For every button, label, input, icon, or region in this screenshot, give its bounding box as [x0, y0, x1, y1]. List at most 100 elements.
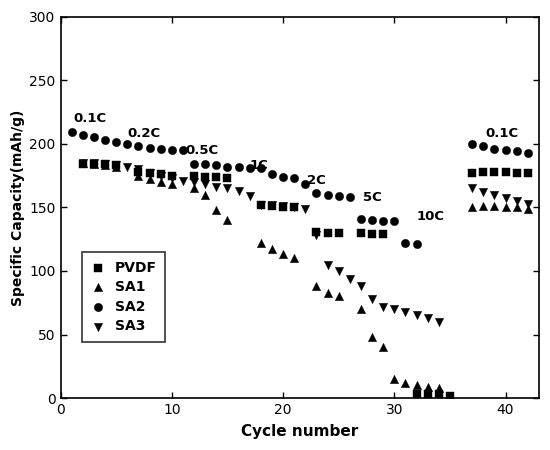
- SA2: [134, 143, 143, 150]
- Text: 10C: 10C: [416, 210, 444, 223]
- PVDF: [501, 168, 510, 176]
- SA1: [490, 202, 499, 210]
- SA1: [390, 375, 399, 382]
- SA3: [101, 161, 109, 168]
- SA1: [524, 205, 532, 212]
- SA1: [112, 163, 120, 170]
- SA3: [179, 177, 188, 184]
- SA3: [490, 191, 499, 198]
- PVDF: [90, 161, 98, 168]
- SA2: [512, 148, 521, 155]
- SA1: [501, 204, 510, 211]
- SA3: [245, 192, 254, 199]
- PVDF: [312, 228, 321, 235]
- Legend: PVDF, SA1, SA2, SA3: PVDF, SA1, SA2, SA3: [82, 252, 166, 342]
- SA3: [379, 303, 388, 310]
- Text: 5C: 5C: [363, 191, 382, 204]
- SA1: [156, 178, 165, 185]
- SA2: [479, 143, 488, 150]
- SA3: [256, 201, 265, 208]
- SA3: [345, 275, 354, 282]
- SA3: [301, 205, 310, 212]
- PVDF: [424, 391, 432, 398]
- SA3: [390, 306, 399, 313]
- SA3: [334, 267, 343, 274]
- SA3: [312, 232, 321, 239]
- SA1: [256, 239, 265, 247]
- SA1: [279, 251, 288, 258]
- SA2: [401, 239, 410, 247]
- SA1: [212, 206, 221, 213]
- SA2: [501, 147, 510, 154]
- PVDF: [156, 171, 165, 178]
- SA1: [401, 379, 410, 387]
- Text: 0.1C: 0.1C: [74, 112, 107, 125]
- SA3: [223, 184, 232, 192]
- SA2: [78, 131, 87, 139]
- SA1: [323, 289, 332, 296]
- PVDF: [334, 229, 343, 236]
- SA1: [201, 191, 210, 198]
- SA3: [156, 172, 165, 179]
- SA2: [145, 144, 154, 151]
- SA1: [167, 181, 176, 188]
- PVDF: [112, 162, 120, 169]
- SA1: [367, 333, 376, 341]
- SA2: [367, 216, 376, 224]
- SA3: [356, 283, 365, 290]
- PVDF: [490, 168, 499, 176]
- SA2: [412, 241, 421, 248]
- PVDF: [446, 392, 454, 399]
- SA1: [512, 204, 521, 211]
- SA1: [134, 172, 143, 179]
- SA2: [390, 218, 399, 225]
- SA1: [356, 306, 365, 313]
- SA2: [190, 161, 199, 168]
- SA2: [356, 215, 365, 222]
- SA1: [223, 216, 232, 224]
- SA1: [312, 283, 321, 290]
- SA3: [524, 200, 532, 207]
- SA2: [212, 162, 221, 169]
- Text: 2C: 2C: [307, 175, 326, 188]
- SA2: [256, 164, 265, 171]
- SA2: [267, 171, 276, 178]
- SA3: [78, 159, 87, 166]
- SA3: [512, 198, 521, 205]
- SA2: [334, 192, 343, 199]
- SA3: [424, 315, 432, 322]
- PVDF: [212, 173, 221, 180]
- SA3: [501, 195, 510, 202]
- SA3: [167, 175, 176, 182]
- SA3: [234, 187, 243, 194]
- SA2: [301, 181, 310, 188]
- SA3: [267, 201, 276, 208]
- PVDF: [279, 204, 288, 211]
- SA1: [190, 184, 199, 192]
- PVDF: [201, 173, 210, 180]
- SA2: [112, 139, 120, 146]
- SA1: [101, 162, 109, 169]
- SA3: [323, 261, 332, 268]
- SA1: [145, 176, 154, 183]
- SA2: [490, 145, 499, 153]
- SA3: [279, 202, 288, 210]
- PVDF: [145, 169, 154, 176]
- SA1: [334, 293, 343, 300]
- SA3: [434, 318, 443, 325]
- SA1: [434, 384, 443, 392]
- Text: 0.5C: 0.5C: [185, 144, 218, 157]
- SA2: [234, 163, 243, 170]
- SA1: [379, 344, 388, 351]
- PVDF: [512, 169, 521, 176]
- SA1: [412, 382, 421, 389]
- Text: 0.2C: 0.2C: [127, 127, 161, 140]
- SA2: [123, 140, 131, 147]
- SA2: [312, 190, 321, 197]
- PVDF: [367, 230, 376, 238]
- SA2: [179, 147, 188, 154]
- SA1: [468, 204, 476, 211]
- SA3: [479, 189, 488, 196]
- Text: 0.1C: 0.1C: [486, 127, 519, 140]
- SA1: [479, 202, 488, 210]
